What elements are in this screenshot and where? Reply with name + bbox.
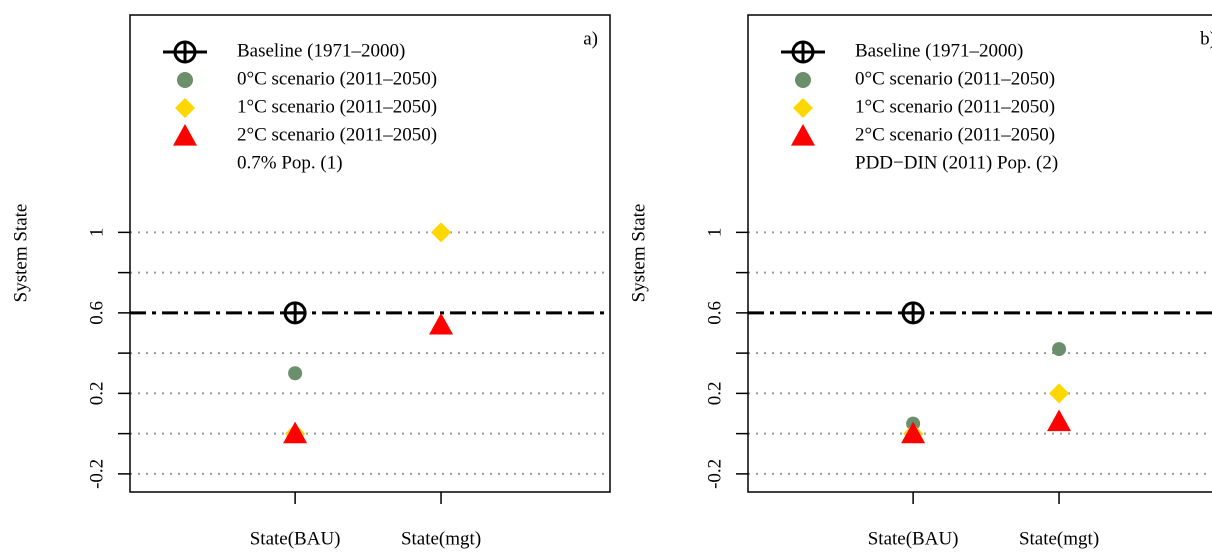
x-tick-label: State(mgt) bbox=[1019, 528, 1099, 549]
y-tick-label: 0.2 bbox=[86, 382, 107, 406]
legend-label: Baseline (1971–2000) bbox=[855, 40, 1023, 61]
x-tick-label: State(BAU) bbox=[250, 528, 341, 549]
y-tick-label: -0.2 bbox=[86, 459, 107, 489]
legend-marker bbox=[791, 124, 815, 146]
y-tick-label: 1 bbox=[704, 228, 725, 238]
point bbox=[901, 301, 925, 325]
y-tick-label: 0.6 bbox=[704, 301, 725, 325]
point bbox=[1049, 383, 1070, 404]
legend-label: 2°C scenario (2011–2050) bbox=[237, 124, 437, 145]
x-tick-label: State(BAU) bbox=[868, 528, 959, 549]
point bbox=[429, 312, 454, 335]
point bbox=[283, 421, 308, 444]
y-tick-label: -0.2 bbox=[704, 459, 725, 489]
y-tick-label: 0.6 bbox=[86, 301, 107, 325]
legend-marker bbox=[173, 40, 197, 64]
y-axis-title: System State bbox=[628, 204, 649, 303]
point bbox=[1047, 409, 1072, 432]
legend-marker bbox=[175, 98, 195, 118]
point bbox=[431, 222, 452, 243]
point bbox=[901, 421, 926, 444]
legend-marker bbox=[791, 40, 815, 64]
legend-label: 1°C scenario (2011–2050) bbox=[237, 96, 437, 117]
panel-label: a) bbox=[583, 28, 598, 49]
x-tick-label: State(mgt) bbox=[401, 528, 481, 549]
legend-label: 2°C scenario (2011–2050) bbox=[855, 124, 1055, 145]
legend-note: PDD−DIN (2011) Pop. (2) bbox=[855, 152, 1058, 173]
legend-label: 1°C scenario (2011–2050) bbox=[855, 96, 1055, 117]
legend-note: 0.7% Pop. (1) bbox=[237, 152, 343, 173]
plot-frame bbox=[747, 14, 1212, 493]
plot-frame bbox=[129, 14, 611, 493]
legend-label: 0°C scenario (2011–2050) bbox=[237, 68, 437, 89]
y-tick-label: 0.2 bbox=[704, 382, 725, 406]
point bbox=[288, 366, 303, 381]
y-tick-label: 1 bbox=[86, 228, 107, 238]
y-axis-title: System State bbox=[10, 204, 31, 303]
legend-marker bbox=[795, 72, 811, 88]
legend-marker bbox=[177, 72, 193, 88]
legend-label: Baseline (1971–2000) bbox=[237, 40, 405, 61]
legend-marker bbox=[173, 124, 197, 146]
point bbox=[1052, 342, 1067, 357]
panel-label: b) bbox=[1200, 28, 1212, 49]
legend-label: 0°C scenario (2011–2050) bbox=[855, 68, 1055, 89]
point bbox=[283, 301, 307, 325]
legend-marker bbox=[793, 98, 813, 118]
